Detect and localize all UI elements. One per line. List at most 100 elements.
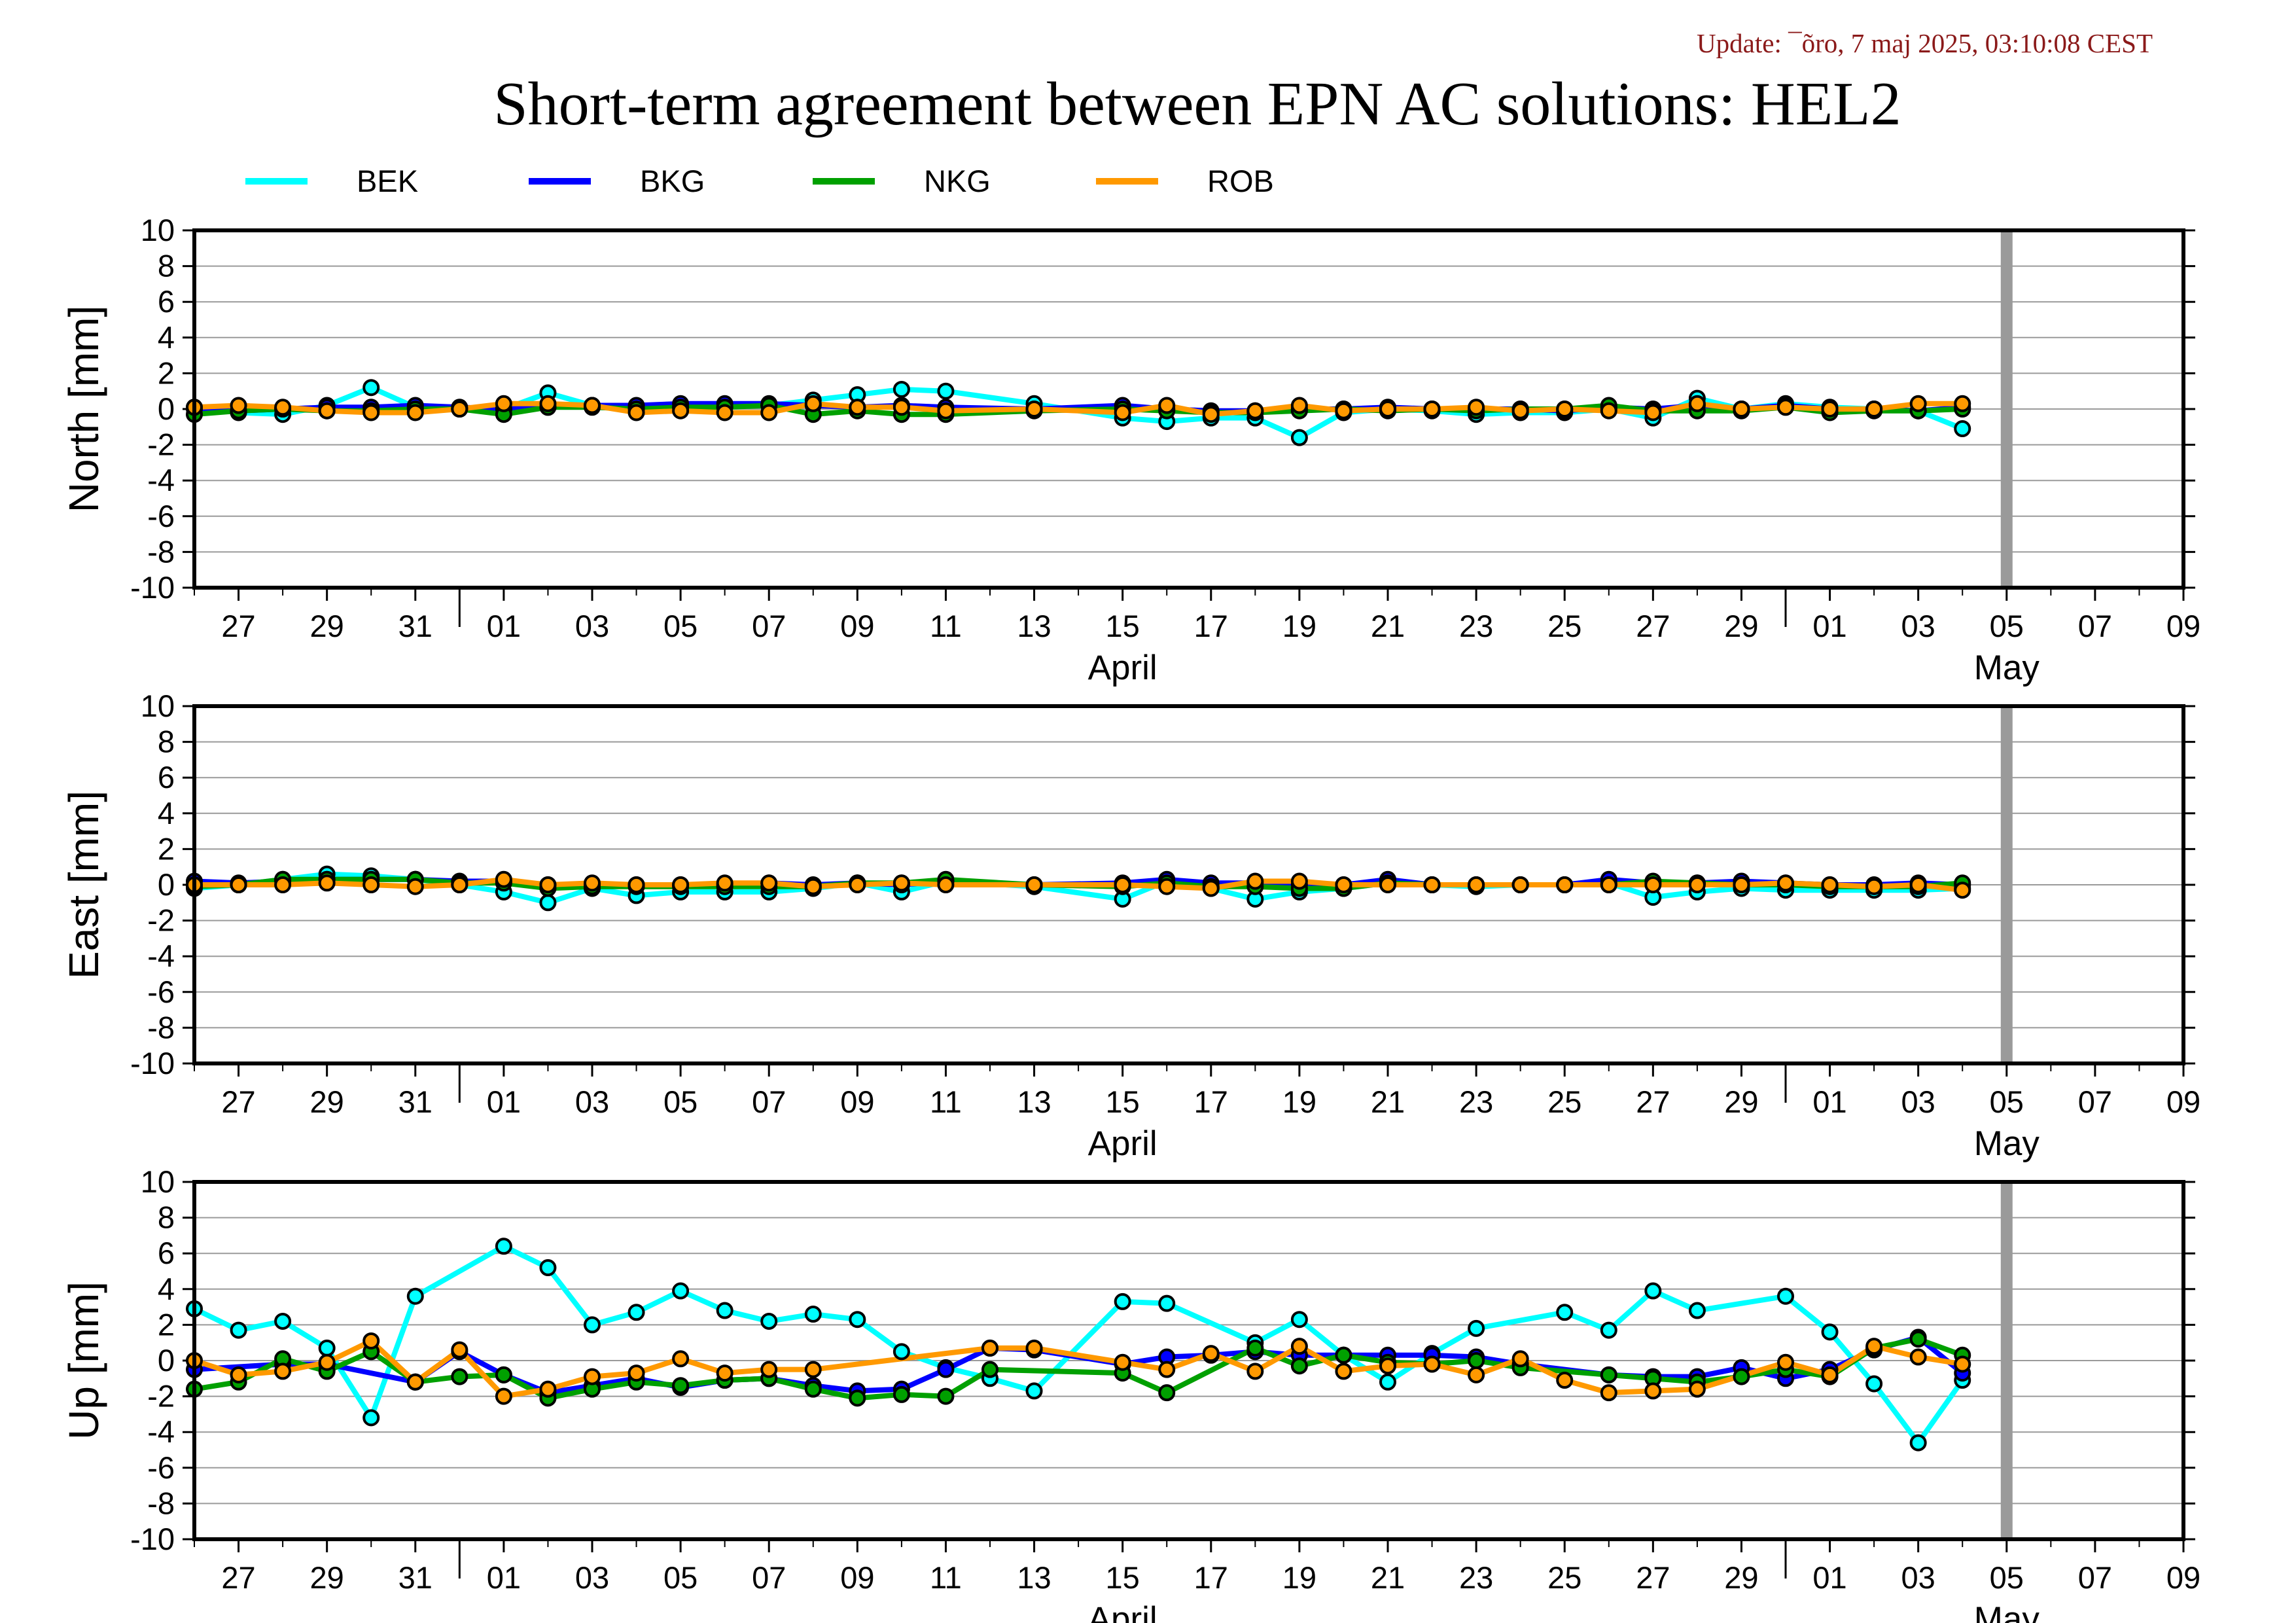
data-point-rob xyxy=(1688,876,1706,893)
y-tick-label: -6 xyxy=(147,1450,175,1485)
data-point-rob xyxy=(672,876,690,893)
x-tick-label: 05 xyxy=(1990,1084,2024,1119)
data-point-nkg xyxy=(495,1366,512,1383)
data-point-bek xyxy=(1556,1304,1574,1321)
data-point-rob xyxy=(1202,406,1220,423)
x-tick-label: 15 xyxy=(1106,1560,1140,1595)
data-point-rob xyxy=(1600,1384,1617,1402)
data-point-bek xyxy=(1290,429,1308,446)
x-tick-label: 07 xyxy=(2078,1560,2112,1595)
y-tick-label: 4 xyxy=(158,320,175,355)
y-tick-label: 10 xyxy=(141,688,175,723)
x-tick-label: 11 xyxy=(930,609,962,643)
y-tick-label: -10 xyxy=(130,1046,175,1080)
data-point-rob xyxy=(1909,395,1927,412)
data-point-bek xyxy=(406,1287,424,1305)
y-axis-label: North [mm] xyxy=(60,306,107,512)
x-tick-label: 11 xyxy=(930,1084,962,1119)
x-tick-label: 29 xyxy=(310,1560,344,1595)
data-point-bek xyxy=(584,1316,601,1334)
data-point-bek xyxy=(539,894,557,912)
data-point-rob xyxy=(1954,882,1971,899)
data-point-rob xyxy=(1246,872,1264,890)
y-tick-label: -8 xyxy=(147,534,175,569)
data-point-rob xyxy=(1114,1353,1131,1371)
plot-frame xyxy=(192,704,2185,1065)
data-point-bek xyxy=(760,1312,778,1330)
data-point-bek xyxy=(1644,1282,1662,1300)
data-point-rob xyxy=(937,402,955,419)
x-tick-label: 15 xyxy=(1106,1084,1140,1119)
data-point-bek xyxy=(892,380,910,398)
data-point-rob xyxy=(539,1380,557,1398)
y-tick-label: -10 xyxy=(130,570,175,605)
data-point-bek xyxy=(627,1304,645,1321)
y-axis-label: Up [mm] xyxy=(60,1281,107,1440)
data-point-rob xyxy=(584,874,601,892)
month-label: April xyxy=(1088,1600,1157,1623)
x-tick-label: 25 xyxy=(1547,1084,1581,1119)
data-point-rob xyxy=(1246,402,1264,419)
update-timestamp: Update: ¯õro, 7 maj 2025, 03:10:08 CEST xyxy=(1697,28,2153,58)
data-point-rob xyxy=(627,404,645,421)
data-point-bek xyxy=(362,1409,380,1427)
y-tick-label: 0 xyxy=(158,1343,175,1378)
data-point-rob xyxy=(1865,401,1883,418)
legend-label-rob: ROB xyxy=(1207,164,1274,198)
data-point-rob xyxy=(1423,401,1441,418)
month-label: April xyxy=(1088,1124,1157,1163)
data-point-rob xyxy=(1556,401,1574,418)
x-tick-label: 03 xyxy=(1901,1560,1935,1595)
data-point-rob xyxy=(1335,1363,1352,1380)
data-point-rob xyxy=(230,876,247,893)
month-label: May xyxy=(1974,649,2040,687)
data-point-rob xyxy=(760,1361,778,1378)
x-tick-label: 27 xyxy=(221,1560,255,1595)
y-tick-label: 10 xyxy=(141,1164,175,1199)
data-point-rob xyxy=(539,395,557,412)
y-tick-label: 8 xyxy=(158,724,175,759)
y-tick-label: 6 xyxy=(158,760,175,794)
x-tick-label: 03 xyxy=(1901,609,1935,643)
data-point-rob xyxy=(1511,1350,1529,1368)
x-tick-label: 01 xyxy=(1812,609,1846,643)
data-point-rob xyxy=(1821,401,1839,418)
data-point-rob xyxy=(1688,1380,1706,1398)
y-tick-label: 4 xyxy=(158,1272,175,1306)
data-point-bek xyxy=(539,1259,557,1277)
data-point-rob xyxy=(1733,876,1750,893)
data-point-bek xyxy=(1688,1302,1706,1319)
data-point-rob xyxy=(362,404,380,421)
data-point-rob xyxy=(1025,1339,1043,1357)
data-point-rob xyxy=(230,1366,247,1383)
x-tick-label: 01 xyxy=(1812,1084,1846,1119)
data-point-rob xyxy=(274,1363,292,1380)
data-point-bek xyxy=(1114,1293,1131,1310)
data-point-bek xyxy=(1158,1294,1176,1312)
x-tick-label: 21 xyxy=(1371,1560,1405,1595)
data-point-rob xyxy=(1468,399,1485,416)
data-point-rob xyxy=(1733,401,1750,418)
x-tick-label: 15 xyxy=(1106,609,1140,643)
data-point-nkg xyxy=(937,1387,955,1405)
data-point-bek xyxy=(495,1238,512,1255)
x-tick-label: 07 xyxy=(752,1560,786,1595)
x-tick-label: 09 xyxy=(840,1560,874,1595)
y-tick-label: -6 xyxy=(147,974,175,1009)
data-point-nkg xyxy=(981,1361,998,1378)
x-tick-label: 05 xyxy=(663,1084,698,1119)
data-point-nkg xyxy=(1158,1384,1176,1402)
x-tick-label: 25 xyxy=(1547,609,1581,643)
x-tick-label: 11 xyxy=(930,1560,962,1595)
data-point-rob xyxy=(584,1368,601,1385)
x-tick-label: 21 xyxy=(1371,609,1405,643)
data-point-rob xyxy=(1644,1382,1662,1400)
data-point-rob xyxy=(981,1339,998,1357)
x-tick-label: 21 xyxy=(1371,1084,1405,1119)
data-point-rob xyxy=(627,1364,645,1382)
data-point-rob xyxy=(451,1341,468,1359)
legend-label-nkg: NKG xyxy=(924,164,991,198)
data-point-rob xyxy=(1202,1345,1220,1363)
